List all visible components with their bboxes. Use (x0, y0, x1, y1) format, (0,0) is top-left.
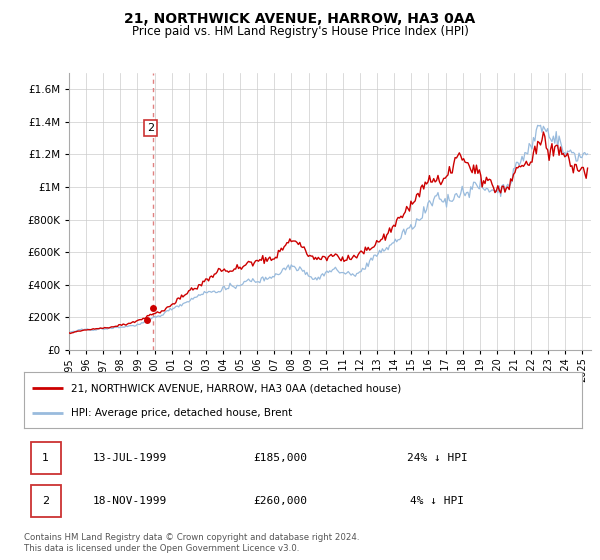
Text: This data is licensed under the Open Government Licence v3.0.: This data is licensed under the Open Gov… (24, 544, 299, 553)
FancyBboxPatch shape (31, 485, 61, 517)
Text: £260,000: £260,000 (254, 496, 308, 506)
Text: 2: 2 (147, 123, 154, 133)
Text: 21, NORTHWICK AVENUE, HARROW, HA3 0AA (detached house): 21, NORTHWICK AVENUE, HARROW, HA3 0AA (d… (71, 383, 401, 393)
Text: 24% ↓ HPI: 24% ↓ HPI (407, 453, 467, 463)
Text: HPI: Average price, detached house, Brent: HPI: Average price, detached house, Bren… (71, 408, 293, 418)
Text: 2: 2 (42, 496, 49, 506)
Text: 21, NORTHWICK AVENUE, HARROW, HA3 0AA: 21, NORTHWICK AVENUE, HARROW, HA3 0AA (124, 12, 476, 26)
FancyBboxPatch shape (31, 442, 61, 474)
Text: Contains HM Land Registry data © Crown copyright and database right 2024.: Contains HM Land Registry data © Crown c… (24, 533, 359, 542)
Text: 13-JUL-1999: 13-JUL-1999 (93, 453, 167, 463)
Text: 1: 1 (42, 453, 49, 463)
Text: £185,000: £185,000 (254, 453, 308, 463)
Text: 4% ↓ HPI: 4% ↓ HPI (410, 496, 464, 506)
Text: Price paid vs. HM Land Registry's House Price Index (HPI): Price paid vs. HM Land Registry's House … (131, 25, 469, 38)
Text: 18-NOV-1999: 18-NOV-1999 (93, 496, 167, 506)
